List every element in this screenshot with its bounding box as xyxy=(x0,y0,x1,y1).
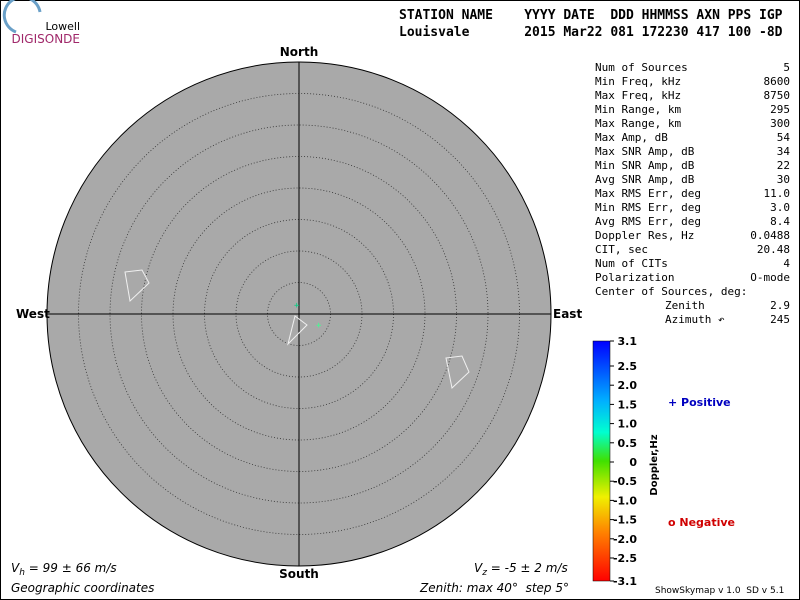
vz-value: = -5 ± 2 m/s xyxy=(487,561,568,575)
stat-label: CIT, sec xyxy=(595,243,648,256)
zenith-label: Zenith xyxy=(665,299,705,312)
stat-label: Max RMS Err, deg xyxy=(595,187,701,200)
sources xyxy=(124,269,470,389)
south-label: South xyxy=(279,567,319,581)
vz-sub: z xyxy=(481,568,487,578)
stat-label: Avg RMS Err, deg xyxy=(595,215,701,228)
coords: Geographic coordinates xyxy=(11,581,154,595)
stat-value: 8600 xyxy=(764,75,791,88)
colorbar-tick-label: 1.5 xyxy=(618,398,638,411)
stat-label: Avg SNR Amp, dB xyxy=(595,173,695,186)
stat-value: 30 xyxy=(777,173,790,186)
stat-value: 5 xyxy=(783,61,790,74)
colorbar-tick-label: 3.1 xyxy=(618,335,638,348)
stat-label: Min Range, km xyxy=(595,103,681,116)
colorbar-tick-label: -0.5 xyxy=(613,475,637,488)
zenith-value: 2.9 xyxy=(770,299,790,312)
stat-label: Num of CITs xyxy=(595,257,668,270)
azimuth-label: Azimuth ↶ xyxy=(665,313,725,326)
stat-value: 11.0 xyxy=(764,187,791,200)
west-label: West xyxy=(16,307,50,321)
stat-value: 22 xyxy=(777,159,790,172)
colorbar-tick-label: -1.5 xyxy=(613,514,637,527)
stat-label: Min RMS Err, deg xyxy=(595,201,701,214)
vz-symbol: V xyxy=(474,561,483,575)
logo-bottom: DIGISONDE xyxy=(12,32,80,46)
stat-label: Min SNR Amp, dB xyxy=(595,159,695,172)
vh-value: = 99 ± 66 m/s xyxy=(25,561,117,575)
zenith-note: Zenith: max 40° step 5° xyxy=(419,581,569,595)
colorbar-tick-label: -2.5 xyxy=(613,552,637,565)
header-labels: STATION NAME YYYY DATE DDD HHMMSS AXN PP… xyxy=(399,8,783,23)
stat-value: 295 xyxy=(770,103,790,116)
source xyxy=(445,355,470,389)
stat-label: Max Amp, dB xyxy=(595,131,668,144)
stat-value: 4 xyxy=(783,257,790,270)
colorbar-tick-label: 0 xyxy=(629,456,637,469)
azimuth-value: 245 xyxy=(770,313,790,326)
stat-label: Max Freq, kHz xyxy=(595,89,681,102)
colorbar-tick-label: 2.0 xyxy=(618,379,638,392)
source xyxy=(287,315,308,346)
header-values: Louisvale 2015 Mar22 081 172230 417 100 … xyxy=(399,25,783,40)
stat-value: 8.4 xyxy=(770,215,790,228)
stat-label: Max SNR Amp, dB xyxy=(595,145,695,158)
colorbar-tick-label: 0.5 xyxy=(618,437,638,450)
source-marker: + xyxy=(294,301,300,311)
stat-value: 0.0488 xyxy=(750,229,790,242)
colorbar-tick-label: -1.0 xyxy=(613,494,637,507)
stat-value: 300 xyxy=(770,117,790,130)
vh: Vh = 99 ± 66 m/s xyxy=(11,561,117,578)
legend-negative: o Negative xyxy=(668,516,735,529)
stat-value: 54 xyxy=(777,131,791,144)
source xyxy=(124,269,150,303)
stat-label: Num of Sources xyxy=(595,61,688,74)
colorbar-tick-label: -3.1 xyxy=(613,575,637,588)
north-label: North xyxy=(280,45,318,59)
stat-label: Min Freq, kHz xyxy=(595,75,681,88)
vz: Vz = -5 ± 2 m/s xyxy=(474,561,568,578)
source-marker: + xyxy=(316,321,322,331)
stat-label: Doppler Res, Hz xyxy=(595,229,694,242)
colorbar-tick-label: 2.5 xyxy=(618,360,638,373)
stat-value: 20.48 xyxy=(757,243,790,256)
vh-symbol: V xyxy=(11,561,20,575)
logo-top: Lowell xyxy=(45,20,80,33)
colorbar xyxy=(592,340,611,582)
center-label: Center of Sources, deg: xyxy=(595,285,747,298)
logo-arc xyxy=(2,0,42,34)
stat-label: Polarization xyxy=(595,271,674,284)
colorbar-tick-label: -2.0 xyxy=(613,533,637,546)
vh-sub: h xyxy=(19,568,25,578)
stat-value: 3.0 xyxy=(770,201,790,214)
stat-label: Max Range, km xyxy=(595,117,681,130)
east-label: East xyxy=(553,307,582,321)
colorbar-label: Doppler,Hz xyxy=(649,434,660,495)
version: ShowSkymap v 1.0 SD v 5.1 xyxy=(655,586,784,596)
stat-value: O-mode xyxy=(750,271,790,284)
colorbar-tick-label: 1.0 xyxy=(618,418,638,431)
legend-positive: + Positive xyxy=(668,396,731,409)
stat-value: 8750 xyxy=(764,89,791,102)
stat-value: 34 xyxy=(777,145,791,158)
